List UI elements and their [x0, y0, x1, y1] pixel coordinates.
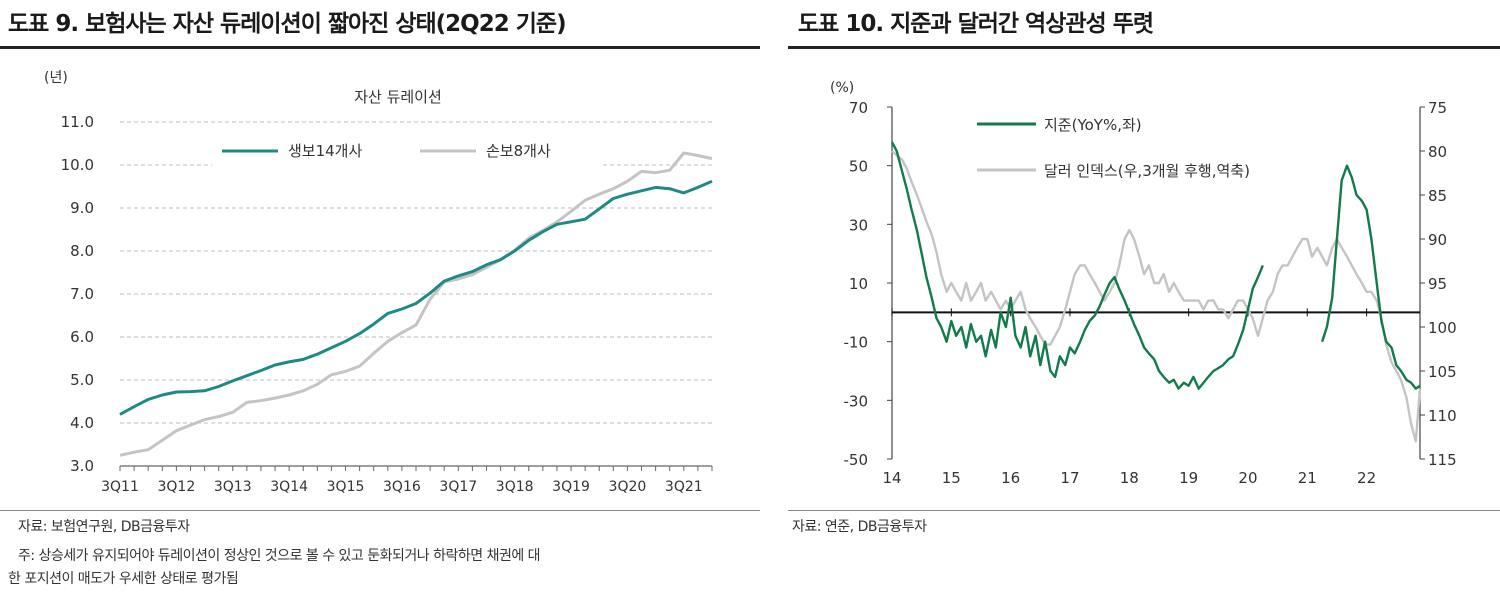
x-tick-label: 3Q13 — [214, 479, 252, 495]
y-tick-label: 50 — [849, 158, 868, 176]
legend-label: 손보8개사 — [486, 142, 551, 160]
legend-label: 달러 인덱스(우,3개월 후행,역축) — [1044, 162, 1250, 180]
y-tick-label: 4.0 — [70, 414, 94, 432]
chart-title: 자산 듀레이션 — [354, 88, 442, 106]
x-tick-label: 3Q19 — [552, 479, 590, 495]
series-line — [119, 151, 713, 457]
x-tick-label: 17 — [1060, 469, 1079, 487]
y2-tick-label: 110 — [1428, 407, 1457, 425]
y-tick-label: 8.0 — [70, 242, 94, 260]
y2-tick-label: 75 — [1428, 99, 1447, 117]
y-axis-unit: (%) — [830, 80, 854, 96]
footer-rule — [0, 510, 760, 511]
legend-label: 생보14개사 — [288, 142, 362, 160]
x-tick-label: 3Q16 — [383, 479, 421, 495]
y2-tick-label: 80 — [1428, 143, 1447, 161]
series-line — [891, 150, 1422, 443]
source-note: 자료: 보험연구원, DB금융투자 — [18, 519, 190, 535]
source-note: 자료: 연준, DB금융투자 — [792, 519, 927, 535]
x-tick-label: 20 — [1238, 469, 1257, 487]
asset-duration-chart: (년) 자산 듀레이션 3.0 4.0 5.0 6.0 7.0 8.0 9.0 10.0 11.0 3… — [44, 70, 713, 495]
x-tick-label: 3Q17 — [439, 479, 477, 495]
y2-tick-label: 115 — [1428, 451, 1457, 469]
y-tick-label: 5.0 — [70, 371, 94, 389]
x-tick-label: 3Q12 — [158, 479, 196, 495]
y2-tick-label: 100 — [1428, 319, 1457, 337]
x-tick-label: 3Q21 — [665, 479, 703, 495]
panel-asset-duration: 도표 9. 보험사는 자산 듀레이션이 짧아진 상태(2Q22 기준) (년) 자… — [0, 11, 760, 587]
x-tick-label: 16 — [1001, 469, 1020, 487]
y-tick-label: 3.0 — [70, 457, 94, 475]
y-tick-label: 7.0 — [70, 285, 94, 303]
footer-rule — [788, 510, 1500, 511]
x-tick-label: 19 — [1179, 469, 1198, 487]
x-tick-label: 15 — [942, 469, 961, 487]
y-axis-unit: (년) — [44, 70, 68, 86]
x-tick-label: 3Q14 — [270, 479, 308, 495]
y-tick-label: -30 — [844, 392, 869, 410]
y2-tick-label: 85 — [1428, 187, 1447, 205]
title-rule — [788, 46, 1500, 49]
y-tick-label: 9.0 — [70, 199, 94, 217]
footnote-line1: 주: 상승세가 유지되어야 듀레이션이 정상인 것으로 볼 수 있고 둔화되거나… — [18, 548, 541, 564]
panel-title: 도표 9. 보험사는 자산 듀레이션이 짧아진 상태(2Q22 기준) — [8, 11, 567, 37]
series-line — [119, 179, 713, 416]
y-tick-label: 70 — [849, 99, 868, 117]
x-tick-label: 22 — [1357, 469, 1376, 487]
reserves-vs-dollar-chart: (%) -50 -30 -10 10 30 50 70 75 80 85 90 95 100 105 110 1… — [830, 80, 1457, 487]
y-tick-label: 11.0 — [61, 113, 94, 131]
y-tick-label: 10.0 — [61, 156, 94, 174]
x-tick-label: 3Q11 — [101, 479, 139, 495]
x-tick-label: 21 — [1298, 469, 1317, 487]
footnote-line2: 한 포지션이 매도가 우세한 상태로 평가됨 — [8, 571, 239, 587]
y2-tick-label: 95 — [1428, 275, 1447, 293]
x-tick-label: 3Q15 — [327, 479, 365, 495]
y-tick-label: -50 — [844, 451, 869, 469]
y2-tick-label: 90 — [1428, 231, 1447, 249]
series-line — [890, 141, 1264, 390]
x-tick-label: 14 — [882, 469, 901, 487]
y-tick-label: -10 — [844, 334, 869, 352]
x-tick-label: 3Q20 — [609, 479, 647, 495]
x-tick-label: 3Q18 — [496, 479, 534, 495]
panel-title: 도표 10. 지준과 달러간 역상관성 뚜렷 — [798, 11, 1154, 37]
y-tick-label: 10 — [849, 275, 868, 293]
title-rule — [0, 46, 760, 49]
y-tick-label: 30 — [849, 216, 868, 234]
x-tick-label: 18 — [1120, 469, 1139, 487]
panel-reserves-dollar: 도표 10. 지준과 달러간 역상관성 뚜렷 (%) -50 -30 -10 10 30 5… — [772, 0, 1500, 595]
series-line — [1320, 164, 1421, 390]
y2-tick-label: 105 — [1428, 363, 1457, 381]
legend-label: 지준(YoY%,좌) — [1044, 116, 1142, 134]
y-tick-label: 6.0 — [70, 328, 94, 346]
